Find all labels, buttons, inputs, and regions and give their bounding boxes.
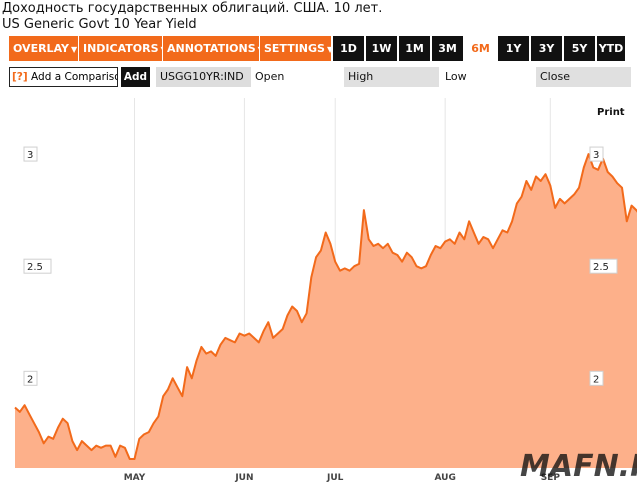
range-button-ytd[interactable]: YTD (595, 36, 625, 61)
quote-row: [?] Add a Comparison Add USGG10YR:IND Op… (9, 67, 631, 88)
ticker-label: USGG10YR:IND (156, 67, 251, 87)
add-comparison-button[interactable]: Add (121, 67, 150, 87)
x-tick-label-may: MAY (124, 473, 146, 483)
y-tick-label-right-2.5: 2.5 (593, 262, 609, 273)
yield-line (14, 153, 637, 460)
x-axis-labels: MAY JUN JUL AUG SEP (124, 473, 561, 483)
y-tick-label-left-2: 2 (27, 374, 33, 385)
y-tick-label-right-2: 2 (593, 374, 599, 385)
y-tick-label-left-2.5: 2.5 (27, 262, 43, 273)
range-button-3y[interactable]: 3Y (529, 36, 562, 61)
high-field: High (344, 67, 439, 87)
x-tick-label-sep: SEP (541, 473, 561, 483)
settings-chevron-down-icon: ▼ (327, 45, 333, 54)
chart-title-block: Доходность государственных облигаций. СШ… (2, 1, 382, 33)
chart-title-ru: Доходность государственных облигаций. СШ… (2, 1, 383, 16)
indicators-label: INDICATORS (83, 42, 159, 55)
annotations-menu-button[interactable]: ANNOTATIONS▼ (163, 36, 264, 61)
y-tick-box-right-2.5 (589, 258, 618, 274)
range-button-1m[interactable]: 1M (397, 36, 430, 61)
add-comparison-placeholder: Add a Comparison (31, 71, 118, 83)
range-button-6m[interactable]: 6M (463, 36, 496, 61)
overlay-label: OVERLAY (13, 42, 69, 55)
y-tick-box-right-2 (589, 370, 604, 386)
y-tick-box-left-2.5 (23, 258, 52, 274)
close-field: Close (536, 67, 631, 87)
help-icon[interactable]: [?] (12, 71, 28, 83)
y-tick-box-right-3 (589, 146, 604, 162)
range-button-5y[interactable]: 5Y (562, 36, 595, 61)
add-comparison-input[interactable]: [?] Add a Comparison (9, 67, 118, 87)
x-tick-label-aug: AUG (434, 473, 455, 483)
y-axis-labels: 2 2 2.5 2.5 3 3 (23, 146, 618, 386)
chart-toolbar: OVERLAY▼ INDICATORS▼ ANNOTATIONS▼ SETTIN… (9, 36, 631, 61)
watermark: MAFN.RU (520, 449, 637, 484)
settings-menu-button[interactable]: SETTINGS▼ (260, 36, 333, 61)
low-field: Low (445, 70, 467, 83)
x-tick-label-jul: JUL (326, 473, 344, 483)
range-button-1y[interactable]: 1Y (496, 36, 529, 61)
settings-label: SETTINGS (264, 42, 325, 55)
range-button-1w[interactable]: 1W (364, 36, 397, 61)
print-link[interactable]: Print (597, 107, 625, 118)
x-tick-label-jun: JUN (234, 473, 253, 483)
annotations-label: ANNOTATIONS (167, 42, 256, 55)
y-tick-label-right-3: 3 (593, 150, 599, 161)
y-tick-box-left-3 (23, 146, 38, 162)
range-button-3m[interactable]: 3M (430, 36, 463, 61)
open-field: Open (255, 70, 285, 83)
range-button-1d[interactable]: 1D (331, 36, 364, 61)
overlay-menu-button[interactable]: OVERLAY ▼ (9, 36, 79, 61)
y-tick-label-left-3: 3 (27, 150, 33, 161)
overlay-chevron-down-icon: ▼ (71, 45, 78, 54)
yield-area (15, 154, 637, 468)
chart-title-en: US Generic Govt 10 Year Yield (2, 17, 197, 32)
y-tick-box-left-2 (23, 370, 38, 386)
